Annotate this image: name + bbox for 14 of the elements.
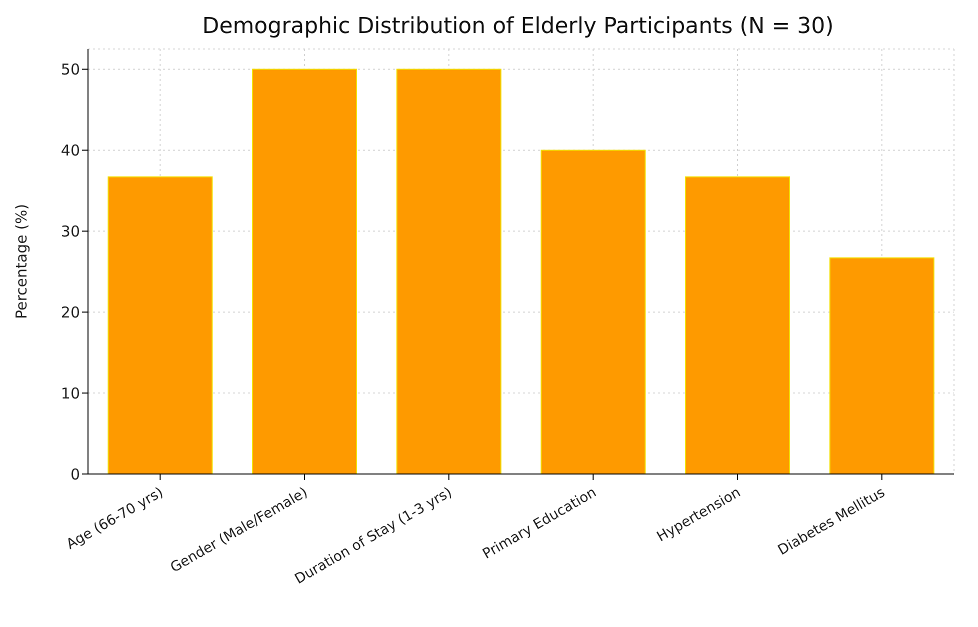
bar	[252, 68, 358, 474]
y-tick-label: 20	[60, 303, 80, 322]
bar	[108, 176, 213, 474]
bar	[540, 150, 646, 474]
y-tick-label: 40	[60, 142, 80, 160]
chart-title: Demographic Distribution of Elderly Participants (N = 30)	[201, 13, 835, 39]
y-tick-label: 30	[60, 222, 80, 240]
y-tick-label: 10	[60, 384, 80, 402]
y-tick-label: 50	[60, 60, 80, 79]
bar	[685, 176, 790, 474]
y-axis-title: Percentage (%)	[12, 204, 30, 320]
bar	[396, 68, 502, 474]
bar	[829, 257, 934, 474]
y-tick-label: 0	[70, 465, 80, 484]
